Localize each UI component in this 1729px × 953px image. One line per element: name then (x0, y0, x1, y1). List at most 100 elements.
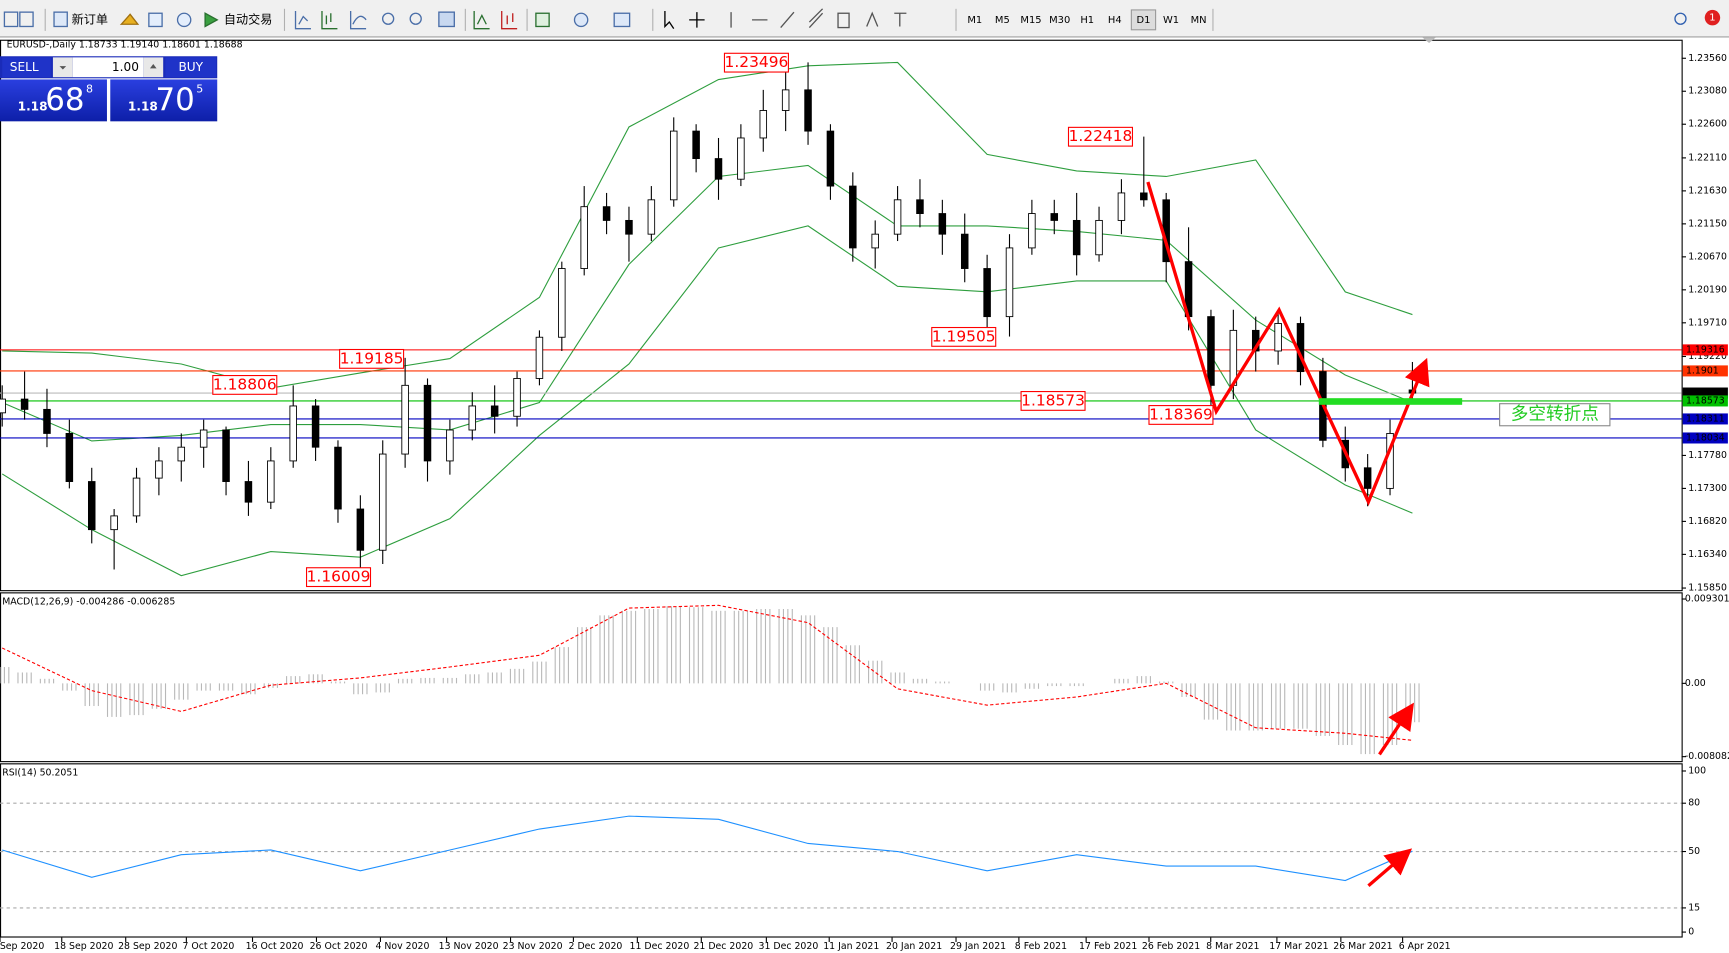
icon[interactable] (613, 12, 631, 28)
buy-label: BUY (178, 60, 203, 74)
y-tick-label: 1.22110 (1688, 152, 1727, 163)
y-tick-label: 1.19710 (1688, 317, 1727, 328)
price-label: 1.18573 (1021, 391, 1085, 409)
macd-signal (1, 604, 1413, 741)
price-label: 1.22418 (1069, 127, 1133, 145)
candle-body (1095, 219, 1103, 256)
search[interactable] (1674, 12, 1687, 25)
x-tick-label: 23 Nov 2020 (503, 941, 563, 952)
crosshair-tool[interactable] (689, 12, 705, 28)
macd-arrow (1378, 702, 1414, 756)
candle-body (849, 185, 857, 249)
y-tick-label: 1.23560 (1688, 53, 1727, 64)
price-level-tag (1682, 413, 1728, 425)
timeframe-button[interactable]: MN (1191, 15, 1207, 26)
x-tick-label: 8 Feb 2021 (1015, 941, 1067, 952)
y-tick-label: 1.17300 (1688, 483, 1727, 494)
lot-value: 1.00 (112, 60, 139, 74)
candle-body (1072, 219, 1081, 256)
x-tick-label: 8 Mar 2021 (1206, 941, 1259, 952)
candle-body (781, 89, 790, 111)
icon[interactable] (19, 11, 34, 28)
y-tick-label: 1.19220 (1688, 351, 1727, 362)
candle-body (871, 233, 879, 249)
candle-body (960, 233, 969, 269)
price-level-tag (1682, 395, 1728, 407)
timeframe-button[interactable]: M15 (1020, 15, 1041, 26)
icon[interactable] (438, 11, 455, 28)
price-label: 1.19185 (340, 349, 404, 367)
candle-body (893, 199, 902, 235)
auto-trading-icon[interactable] (204, 12, 219, 28)
timeframe-button[interactable]: M1 (967, 15, 982, 26)
rsi-header: RSI(14) 50.2051 (2, 768, 78, 779)
icon[interactable] (176, 12, 192, 28)
icon[interactable] (501, 11, 518, 30)
text-tools[interactable] (866, 11, 907, 27)
cursor-tool[interactable] (664, 11, 675, 30)
y-tick-label: 1.21630 (1688, 185, 1727, 196)
price-label-box (931, 326, 997, 347)
y-tick-label: 1.16340 (1688, 549, 1727, 560)
lot-down-arrow (59, 66, 67, 70)
candle-body (1028, 213, 1036, 249)
timeframe-button[interactable]: M30 (1049, 15, 1070, 26)
candle-body (311, 405, 320, 448)
candle-body (356, 508, 365, 551)
timeframe-button[interactable]: M5 (995, 15, 1010, 26)
y-tick-label: 1.17780 (1688, 450, 1727, 461)
main-panel (0, 39, 1683, 592)
trend-arrows (1146, 181, 1430, 887)
icon[interactable] (473, 11, 490, 30)
icon[interactable] (294, 11, 311, 30)
icon[interactable] (321, 11, 338, 30)
timeframe-button[interactable]: W1 (1163, 15, 1179, 26)
x-tick-label: 13 Nov 2020 (439, 941, 499, 952)
rsi-arrow (1367, 848, 1413, 887)
icon[interactable] (349, 11, 367, 30)
sell-label: SELL (10, 60, 39, 74)
candle-body (65, 433, 74, 482)
x-tick-label: 17 Feb 2021 (1079, 941, 1137, 952)
buy-button[interactable] (165, 57, 217, 78)
price-level-label: 1.18688 (1686, 388, 1725, 399)
auto-trading-button[interactable]: 自动交易 (224, 11, 273, 26)
timeframe-button[interactable]: D1 (1137, 15, 1151, 26)
price-label-box (1067, 126, 1134, 147)
rsi-tick-label: 15 (1688, 902, 1700, 913)
line-tools[interactable] (730, 8, 824, 29)
price-level-tag (1682, 432, 1728, 444)
timeframe-button[interactable]: H1 (1080, 15, 1094, 26)
bid-big: 1.18 (18, 99, 48, 113)
icon[interactable] (535, 12, 550, 28)
icon[interactable] (148, 12, 163, 28)
x-tick-label: 16 Oct 2020 (246, 941, 304, 952)
icon[interactable] (119, 13, 140, 25)
notification-badge[interactable] (1704, 9, 1721, 26)
x-tick-label: 18 Sep 2020 (54, 941, 113, 952)
zoom-in[interactable] (381, 12, 395, 25)
bid-box[interactable] (0, 79, 107, 122)
ask-box[interactable] (110, 79, 218, 122)
new-order-icon[interactable] (53, 11, 68, 28)
lot-input[interactable] (72, 57, 144, 78)
new-order-button[interactable]: 新订单 (72, 11, 108, 26)
icon[interactable] (837, 12, 850, 29)
sell-button[interactable] (2, 57, 51, 78)
timeframe-active (1130, 9, 1157, 31)
candle-body (647, 199, 656, 235)
zoom-out[interactable] (409, 12, 422, 25)
price-level-tag (1682, 344, 1728, 356)
candle-body (132, 477, 141, 517)
x-tick-label: 21 Dec 2020 (693, 941, 753, 952)
icon[interactable] (573, 12, 589, 28)
x-tick-label: 28 Sep 2020 (118, 941, 177, 952)
x-tick-label: 26 Mar 2021 (1333, 941, 1392, 952)
icon[interactable] (3, 11, 19, 28)
macd-tick-label: 0.00 (1685, 678, 1706, 689)
turning-point-bar (1318, 398, 1463, 405)
timeframe-button[interactable]: H4 (1108, 15, 1122, 26)
toolbar (0, 0, 1729, 38)
